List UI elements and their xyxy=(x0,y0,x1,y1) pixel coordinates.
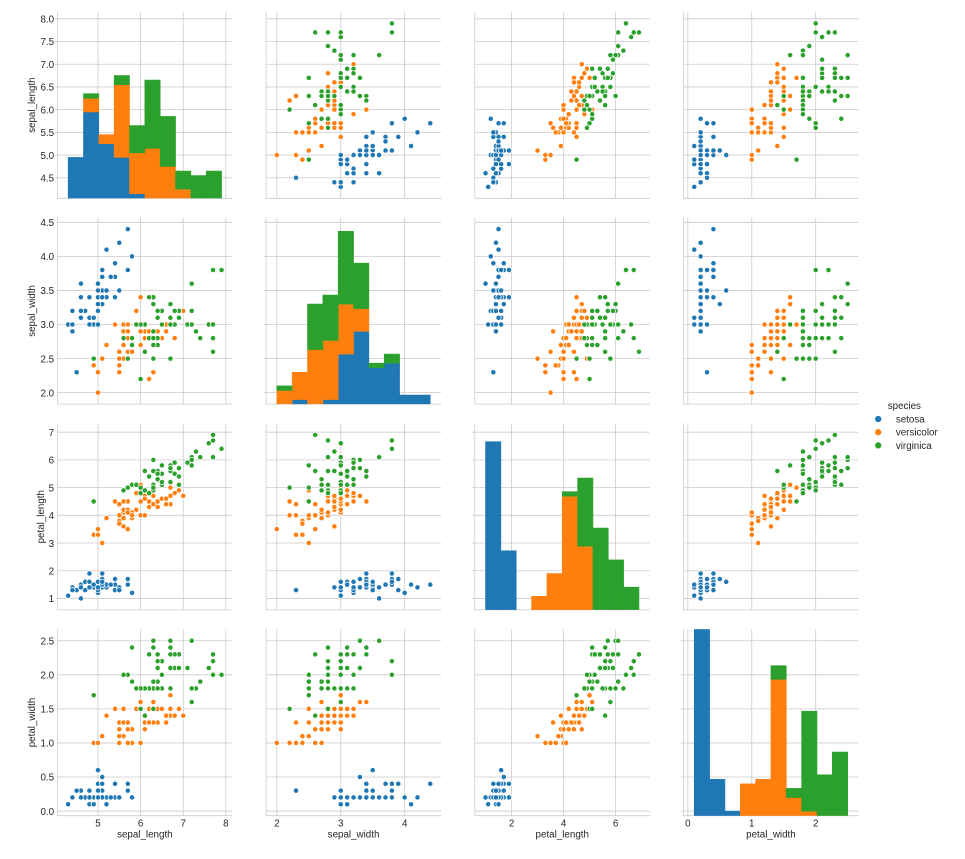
svg-text:3: 3 xyxy=(338,818,344,829)
svg-text:2: 2 xyxy=(813,818,818,829)
svg-text:sepal_length: sepal_length xyxy=(27,77,38,133)
svg-text:4.5: 4.5 xyxy=(40,218,54,229)
svg-text:1.5: 1.5 xyxy=(40,705,54,716)
svg-text:0.5: 0.5 xyxy=(40,773,54,784)
svg-text:2.5: 2.5 xyxy=(40,636,54,647)
svg-text:sepal_length: sepal_length xyxy=(117,829,173,840)
svg-text:2.0: 2.0 xyxy=(40,388,54,399)
svg-text:species: species xyxy=(888,401,921,412)
svg-text:virginica: virginica xyxy=(896,441,932,452)
svg-text:5: 5 xyxy=(95,818,101,829)
svg-text:7.5: 7.5 xyxy=(40,37,54,48)
svg-text:sepal_width: sepal_width xyxy=(328,829,380,840)
svg-text:petal_length: petal_length xyxy=(536,829,589,840)
svg-text:sepal_width: sepal_width xyxy=(27,285,38,337)
svg-text:4: 4 xyxy=(561,818,567,829)
svg-text:8.0: 8.0 xyxy=(40,15,54,26)
svg-text:5.0: 5.0 xyxy=(40,151,54,162)
svg-text:4.5: 4.5 xyxy=(40,173,54,184)
svg-text:4: 4 xyxy=(49,511,55,522)
svg-text:2: 2 xyxy=(274,818,279,829)
svg-text:5: 5 xyxy=(49,483,55,494)
svg-text:6: 6 xyxy=(613,818,619,829)
svg-text:6: 6 xyxy=(138,818,144,829)
svg-text:petal_length: petal_length xyxy=(36,490,47,543)
svg-text:2.0: 2.0 xyxy=(40,671,54,682)
svg-text:7: 7 xyxy=(180,818,185,829)
svg-text:1: 1 xyxy=(749,818,754,829)
svg-text:5.5: 5.5 xyxy=(40,128,54,139)
svg-text:0.0: 0.0 xyxy=(40,807,54,818)
svg-text:7: 7 xyxy=(49,428,54,439)
svg-text:1: 1 xyxy=(49,594,54,605)
svg-text:3.0: 3.0 xyxy=(40,320,54,331)
svg-text:7.0: 7.0 xyxy=(40,60,54,71)
svg-text:2.5: 2.5 xyxy=(40,354,54,365)
svg-text:versicolor: versicolor xyxy=(896,428,939,439)
svg-text:6.5: 6.5 xyxy=(40,83,54,94)
svg-text:petal_width: petal_width xyxy=(746,829,796,840)
svg-text:4: 4 xyxy=(402,818,408,829)
svg-text:0: 0 xyxy=(685,818,691,829)
svg-text:3: 3 xyxy=(49,539,55,550)
svg-text:6: 6 xyxy=(49,456,55,467)
svg-text:1.0: 1.0 xyxy=(40,739,54,750)
svg-text:setosa: setosa xyxy=(896,414,925,425)
svg-text:6.0: 6.0 xyxy=(40,105,54,116)
svg-text:8: 8 xyxy=(223,818,229,829)
svg-text:2: 2 xyxy=(509,818,514,829)
svg-text:4.0: 4.0 xyxy=(40,252,54,263)
svg-text:petal_width: petal_width xyxy=(27,698,38,748)
svg-text:3.5: 3.5 xyxy=(40,286,54,297)
svg-text:2: 2 xyxy=(49,566,54,577)
